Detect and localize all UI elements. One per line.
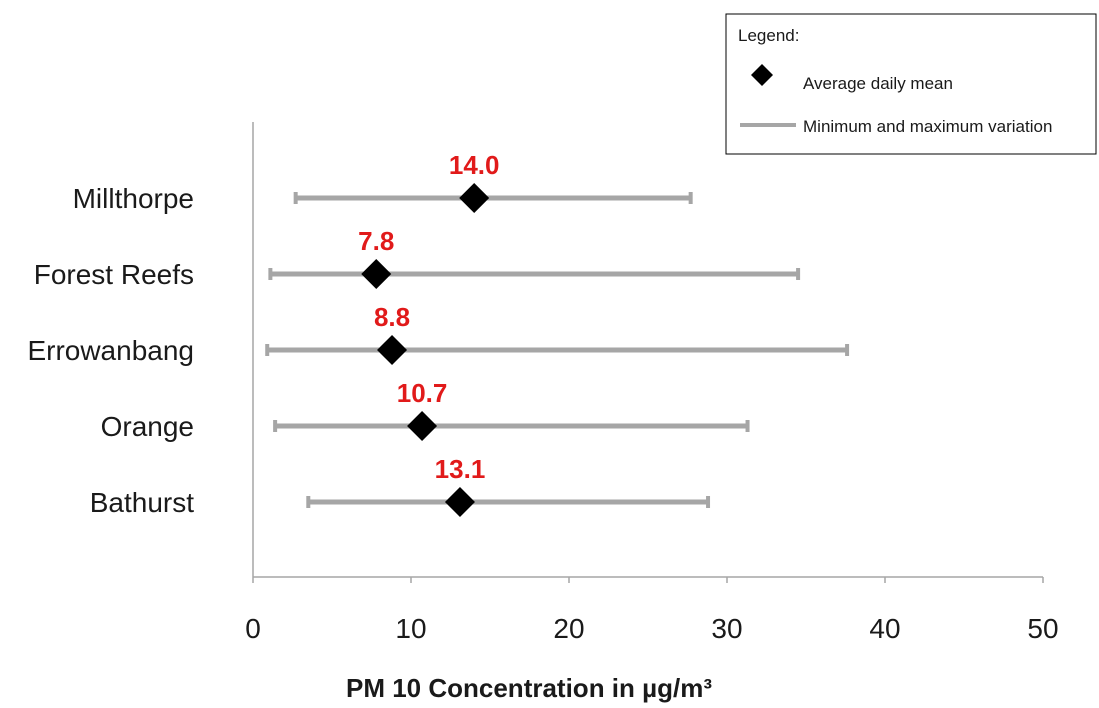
- legend-range-label: Minimum and maximum variation: [803, 117, 1052, 136]
- category-label: Forest Reefs: [34, 259, 194, 290]
- x-axis-label: PM 10 Concentration in µg/m³: [346, 673, 712, 703]
- mean-diamond: [361, 259, 392, 289]
- legend-box: [725, 13, 1097, 155]
- x-tick-label: 0: [245, 613, 261, 644]
- value-label: 13.1: [435, 454, 486, 484]
- mean-diamond: [444, 487, 475, 517]
- labels: Millthorpe 14.0 Forest Reefs 7.8 Errowanbang…: [27, 150, 499, 518]
- x-tick-label: 10: [395, 613, 426, 644]
- category-label: Bathurst: [90, 487, 194, 518]
- axes: 0 10 20 30 40 50: [245, 122, 1059, 644]
- mean-diamond: [377, 335, 408, 365]
- legend-diamond-icon: [751, 64, 773, 86]
- category-label: Millthorpe: [73, 183, 194, 214]
- value-label: 10.7: [397, 378, 448, 408]
- x-tick-label: 40: [869, 613, 900, 644]
- x-tick-label: 30: [711, 613, 742, 644]
- category-label: Orange: [101, 411, 194, 442]
- range-bars: [265, 192, 850, 508]
- value-label: 14.0: [449, 150, 500, 180]
- value-label: 8.8: [374, 302, 410, 332]
- x-tick-label: 50: [1027, 613, 1058, 644]
- mean-diamond: [459, 183, 490, 213]
- x-tick-label: 20: [553, 613, 584, 644]
- mean-diamond: [407, 411, 438, 441]
- legend-mean-label: Average daily mean: [803, 74, 953, 93]
- legend: Legend: Average daily mean Minimum and m…: [725, 13, 1097, 155]
- legend-title: Legend:: [738, 26, 799, 45]
- value-label: 7.8: [358, 226, 394, 256]
- category-label: Errowanbang: [27, 335, 194, 366]
- mean-markers: [361, 183, 490, 517]
